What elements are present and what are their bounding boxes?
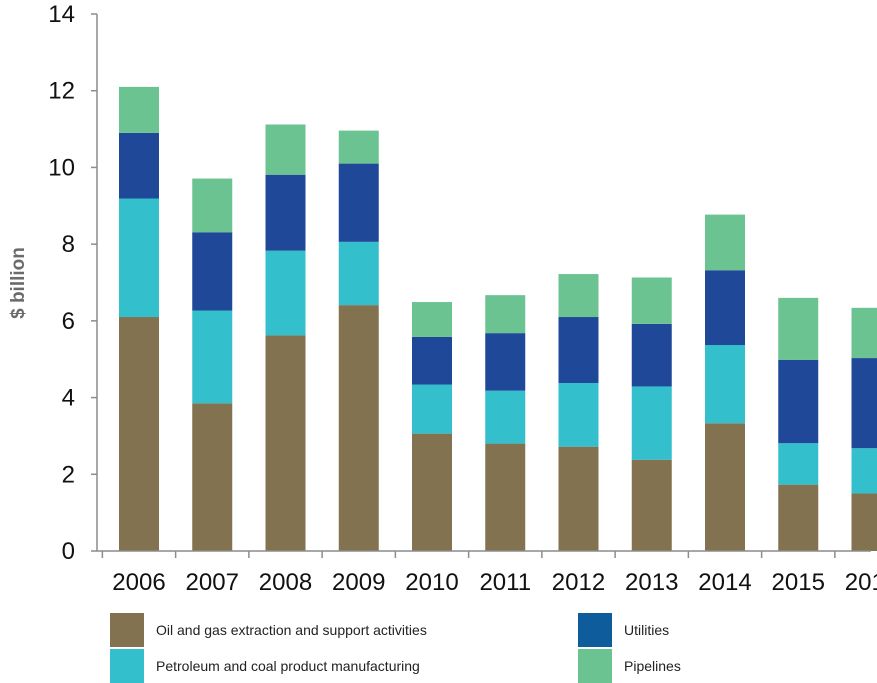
bar-group <box>119 86 877 551</box>
bar-segment <box>485 443 526 551</box>
y-tick-label: 8 <box>62 231 75 258</box>
x-tick-label: 2010 <box>405 569 458 596</box>
bar-segment <box>631 459 672 551</box>
x-tick-label: 2013 <box>625 569 678 596</box>
bar-segment <box>119 132 159 199</box>
x-tick-label: 2008 <box>259 569 312 596</box>
x-tick-label: 2016 <box>845 569 877 596</box>
x-tick-label: 2011 <box>479 569 531 596</box>
bar-segment <box>192 403 233 551</box>
bar-segment <box>192 232 233 311</box>
bar-segment <box>338 305 379 551</box>
y-tick-label: 0 <box>62 538 75 565</box>
bar-segment <box>778 484 819 551</box>
bar-segment <box>412 433 452 551</box>
bar-segment <box>338 241 379 306</box>
bar-segment <box>558 383 599 447</box>
x-tick-label: 2014 <box>698 569 751 596</box>
bar-segment <box>192 310 233 404</box>
bar-segment <box>265 335 306 551</box>
bar-segment <box>338 130 379 164</box>
bar-segment <box>705 423 745 551</box>
bar-segment <box>485 390 526 444</box>
bar-segment <box>412 384 452 434</box>
bar-segment <box>119 86 159 133</box>
bar-segment <box>412 302 452 337</box>
bar-segment <box>631 323 672 387</box>
bar-segment <box>485 295 526 334</box>
bar-segment <box>558 274 599 318</box>
x-tick-label: 2012 <box>552 569 605 596</box>
y-tick-label: 2 <box>62 461 75 488</box>
bar-segment <box>485 333 526 391</box>
bar-segment <box>119 317 159 551</box>
y-tick-label: 10 <box>48 154 75 181</box>
bar-segment <box>705 345 745 424</box>
y-tick-label: 14 <box>48 1 75 28</box>
bar-segment <box>412 336 452 385</box>
y-tick-label: 6 <box>62 308 75 335</box>
bar-segment <box>851 448 877 494</box>
bar-segment <box>705 270 745 346</box>
bar-segment <box>631 386 672 460</box>
y-tick-label: 12 <box>48 78 75 105</box>
x-tick-label: 2006 <box>112 569 165 596</box>
bar-segment <box>119 198 159 318</box>
bar-segment <box>558 317 599 383</box>
bar-segment <box>851 358 877 449</box>
axes: 0 2 4 6 8 10 12 14 2006 2007 2008 2009 2010 2011 2012 2… <box>48 1 877 596</box>
bar-segment <box>265 124 306 175</box>
bar-segment <box>778 443 819 485</box>
bar-segment <box>338 163 379 242</box>
bar-segment <box>265 174 306 251</box>
bar-segment <box>265 250 306 336</box>
bar-segment <box>705 214 745 271</box>
y-tick-label: 4 <box>62 385 75 412</box>
bar-segment <box>778 297 819 360</box>
bar-segment <box>778 359 819 444</box>
x-tick-label: 2007 <box>186 569 239 596</box>
x-tick-label: 2015 <box>772 569 825 596</box>
y-axis-label: $ billion <box>8 247 29 319</box>
bar-segment <box>631 277 672 324</box>
bar-segment <box>192 178 233 233</box>
bar-segment <box>851 493 877 551</box>
x-tick-label: 2009 <box>332 569 385 596</box>
bar-segment <box>558 446 599 551</box>
bar-segment <box>851 307 877 359</box>
